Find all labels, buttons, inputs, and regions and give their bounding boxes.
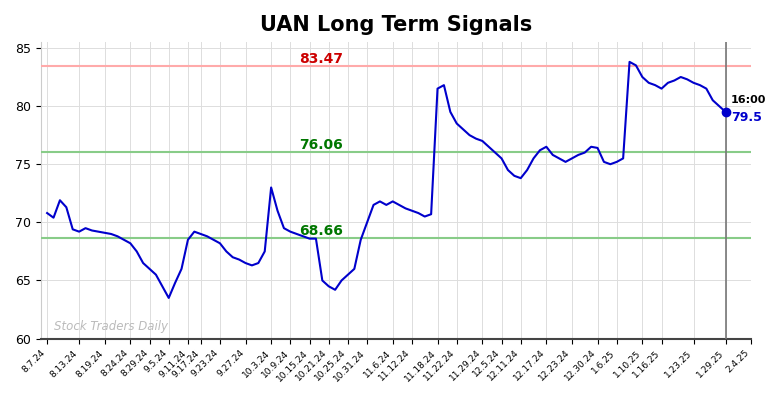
Text: Stock Traders Daily: Stock Traders Daily — [53, 320, 168, 333]
Text: 83.47: 83.47 — [299, 52, 343, 66]
Text: 79.5: 79.5 — [731, 111, 761, 124]
Text: 76.06: 76.06 — [299, 138, 343, 152]
Text: 16:00: 16:00 — [731, 95, 766, 105]
Title: UAN Long Term Signals: UAN Long Term Signals — [260, 15, 532, 35]
Text: 68.66: 68.66 — [299, 224, 343, 238]
